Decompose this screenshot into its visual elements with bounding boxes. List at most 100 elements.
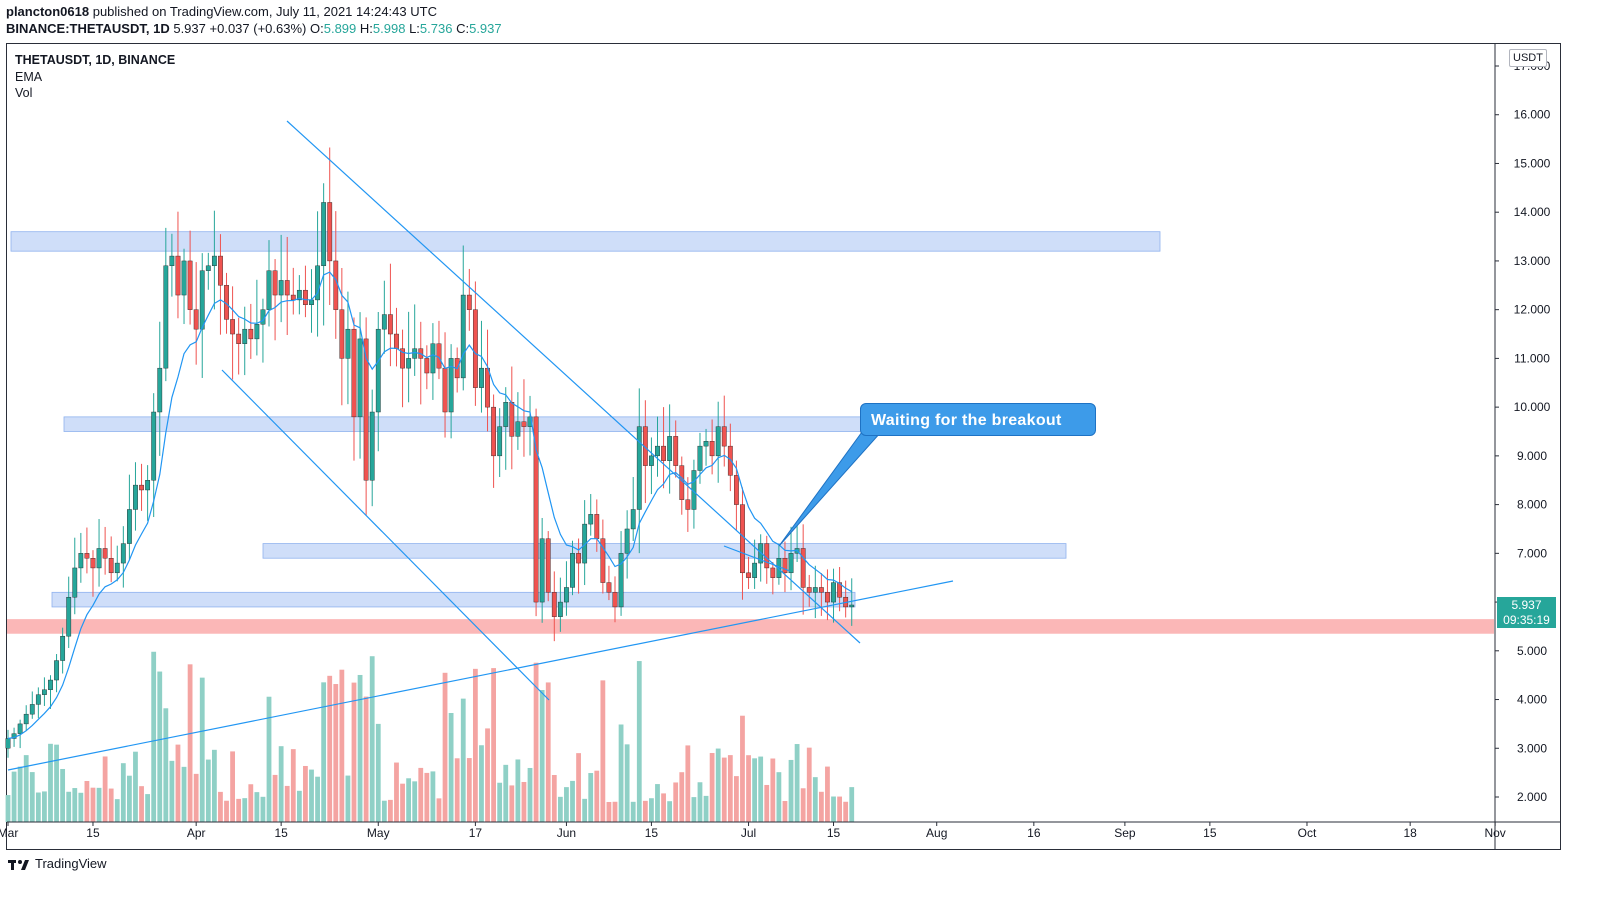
candle[interactable] xyxy=(715,401,721,483)
candle[interactable] xyxy=(199,253,205,378)
candle[interactable] xyxy=(381,280,387,354)
candle[interactable] xyxy=(752,539,758,589)
candle[interactable] xyxy=(363,317,369,516)
candle[interactable] xyxy=(169,233,175,297)
candle[interactable] xyxy=(290,267,296,315)
candle[interactable] xyxy=(278,234,284,323)
legend-ema[interactable]: EMA xyxy=(15,69,43,84)
candle[interactable] xyxy=(126,474,132,561)
legend-symbol[interactable]: THETAUSDT, 1D, BINANCE xyxy=(15,53,176,67)
currency-unit[interactable]: USDT xyxy=(1509,49,1547,67)
candle[interactable] xyxy=(260,298,266,363)
candle[interactable] xyxy=(102,526,108,575)
candle[interactable] xyxy=(588,494,594,536)
candle[interactable] xyxy=(242,306,248,376)
candle[interactable] xyxy=(812,565,818,619)
candle[interactable] xyxy=(303,265,308,318)
candle[interactable] xyxy=(157,321,163,456)
candle[interactable] xyxy=(466,268,472,331)
ascending-trendline[interactable] xyxy=(7,580,954,771)
candle[interactable] xyxy=(551,571,557,642)
candle[interactable] xyxy=(770,562,776,595)
candle[interactable] xyxy=(582,500,588,586)
support-zone[interactable] xyxy=(7,619,1494,634)
candle[interactable] xyxy=(96,519,102,587)
candle[interactable] xyxy=(503,387,509,470)
candle[interactable] xyxy=(139,463,144,511)
candle[interactable] xyxy=(193,262,199,365)
candle[interactable] xyxy=(66,576,72,649)
candle[interactable] xyxy=(533,408,539,617)
candle[interactable] xyxy=(661,407,666,489)
candle[interactable] xyxy=(345,291,351,405)
candle[interactable] xyxy=(375,312,381,452)
candle[interactable] xyxy=(667,404,673,494)
candle[interactable] xyxy=(679,456,685,515)
candle[interactable] xyxy=(211,210,217,310)
legend-vol[interactable]: Vol xyxy=(15,86,33,100)
candle[interactable] xyxy=(831,568,836,623)
candle[interactable] xyxy=(248,303,254,359)
candle[interactable] xyxy=(339,267,345,406)
candle[interactable] xyxy=(825,569,830,621)
candle[interactable] xyxy=(205,252,211,290)
candle[interactable] xyxy=(758,534,764,582)
candle[interactable] xyxy=(54,654,59,693)
candle[interactable] xyxy=(175,211,181,319)
candle[interactable] xyxy=(485,329,490,432)
candle[interactable] xyxy=(606,565,612,601)
candle[interactable] xyxy=(630,477,636,542)
candle[interactable] xyxy=(527,395,533,456)
candle[interactable] xyxy=(48,675,53,709)
candle[interactable] xyxy=(436,320,442,380)
candle[interactable] xyxy=(691,459,697,529)
candle[interactable] xyxy=(23,705,29,732)
candle[interactable] xyxy=(406,311,412,403)
candle[interactable] xyxy=(120,526,126,588)
candle[interactable] xyxy=(321,183,327,326)
wedge-top-line[interactable] xyxy=(723,545,791,572)
candle[interactable] xyxy=(849,578,855,626)
descending-trendline-upper[interactable] xyxy=(286,120,861,644)
candle[interactable] xyxy=(497,408,503,478)
candle[interactable] xyxy=(721,395,727,467)
candle[interactable] xyxy=(460,245,466,391)
candle[interactable] xyxy=(448,344,454,439)
candle[interactable] xyxy=(78,532,84,583)
candle[interactable] xyxy=(570,540,575,596)
candle[interactable] xyxy=(315,211,320,337)
candle[interactable] xyxy=(600,519,606,594)
candle[interactable] xyxy=(618,531,624,616)
candle[interactable] xyxy=(296,275,302,315)
candle[interactable] xyxy=(254,279,260,356)
candle[interactable] xyxy=(60,627,66,674)
candle[interactable] xyxy=(327,147,333,306)
descending-trendline-lower[interactable] xyxy=(221,369,550,701)
candle[interactable] xyxy=(727,423,733,492)
candle[interactable] xyxy=(521,379,527,457)
candle[interactable] xyxy=(163,227,169,382)
candle[interactable] xyxy=(218,234,223,335)
candle[interactable] xyxy=(309,269,314,333)
candle[interactable] xyxy=(491,394,496,488)
candle[interactable] xyxy=(151,393,157,518)
candle[interactable] xyxy=(843,580,849,618)
candle[interactable] xyxy=(394,307,399,367)
candle[interactable] xyxy=(236,317,242,375)
breakout-callout[interactable]: Waiting for the breakout xyxy=(860,403,1096,436)
candle[interactable] xyxy=(114,545,120,582)
candle[interactable] xyxy=(673,420,679,478)
candle[interactable] xyxy=(333,211,339,339)
candle[interactable] xyxy=(430,323,436,400)
candle[interactable] xyxy=(284,236,290,336)
candle[interactable] xyxy=(42,677,47,706)
candle[interactable] xyxy=(649,437,654,495)
candle[interactable] xyxy=(734,460,739,530)
candle[interactable] xyxy=(576,538,581,594)
candle[interactable] xyxy=(806,574,812,607)
candle[interactable] xyxy=(557,577,563,632)
candle[interactable] xyxy=(703,428,709,466)
candle[interactable] xyxy=(72,537,78,615)
candle[interactable] xyxy=(539,517,545,623)
